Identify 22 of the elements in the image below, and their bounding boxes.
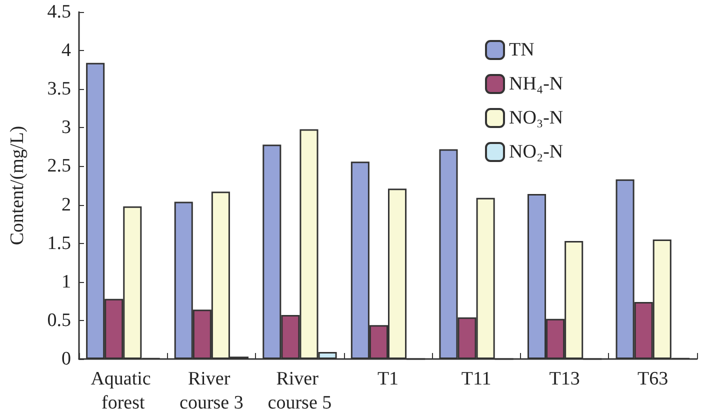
x-tick-label: Aquatic forest xyxy=(90,368,156,414)
x-tick-label: T1 xyxy=(377,368,399,390)
y-tick-label: 2.5 xyxy=(47,156,71,177)
y-tick-label: 0 xyxy=(62,348,71,370)
x-tick-label: River course 5 xyxy=(268,368,332,414)
x-tick-label: T13 xyxy=(549,368,580,390)
y-tick-label: 4.5 xyxy=(47,2,71,22)
legend-label: NO₃-N xyxy=(509,108,564,128)
legend-label: TN xyxy=(509,40,535,60)
y-tick-label: 3 xyxy=(62,117,71,138)
y-axis-title: Content/(mg/L) xyxy=(7,126,28,246)
y-tick-label: 1 xyxy=(62,271,71,292)
y-tick-label: 3.5 xyxy=(47,78,71,100)
legend-label: NO₂-N xyxy=(509,142,564,162)
legend-label: NH₄-N xyxy=(509,74,564,94)
y-tick-label: 4 xyxy=(62,40,72,62)
x-tick-label: T63 xyxy=(638,368,668,390)
y-tick-label: 1.5 xyxy=(47,232,71,254)
y-tick-label: 0.5 xyxy=(47,310,71,331)
x-tick-label: T11 xyxy=(461,368,492,390)
x-tick-label: River course 3 xyxy=(180,368,244,414)
y-tick-label: 2 xyxy=(62,194,71,216)
